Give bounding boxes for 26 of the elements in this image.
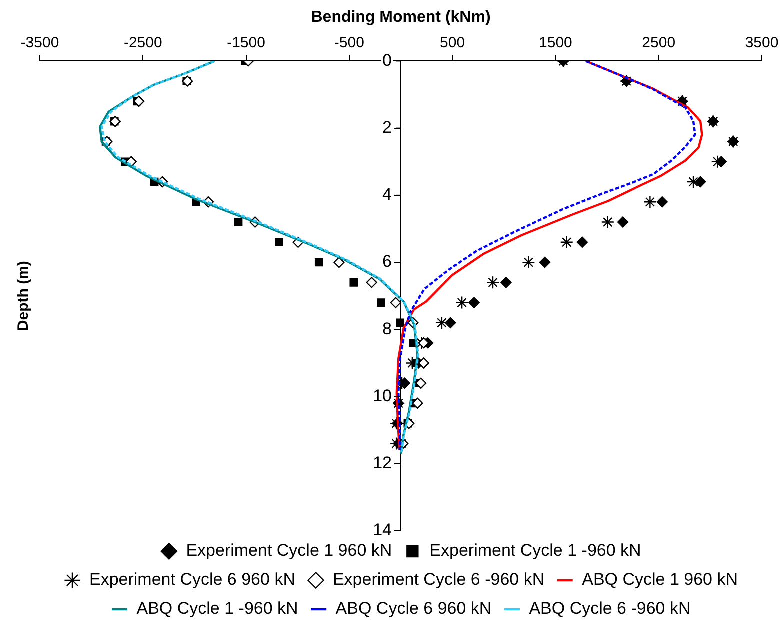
legend-label: ABQ Cycle 1 960 kN xyxy=(582,570,738,590)
legend-label: Experiment Cycle 1 960 kN xyxy=(186,541,392,560)
x-axis-title: Bending Moment (kNm) xyxy=(311,9,491,26)
y-tick-label: 10 xyxy=(373,386,392,406)
legend-label: ABQ Cycle 6 -960 kN xyxy=(529,599,691,618)
x-tick-label: 1500 xyxy=(539,34,572,52)
x-tick-label: 2500 xyxy=(642,34,676,52)
y-tick-label: 0 xyxy=(382,50,392,70)
x-tick-label: -500 xyxy=(334,34,364,52)
x-tick-label: -1500 xyxy=(227,34,266,52)
y-axis-title: Depth (m) xyxy=(15,261,32,332)
y-tick-label: 14 xyxy=(373,520,392,540)
legend-label: ABQ Cycle 1 -960 kN xyxy=(136,599,298,618)
y-tick-label: 12 xyxy=(373,454,392,473)
x-tick-label: 500 xyxy=(440,34,466,52)
legend-label: Experiment Cycle 6 960 kN xyxy=(89,570,296,590)
y-tick-label: 4 xyxy=(382,185,392,204)
y-tick-label: 6 xyxy=(382,252,392,272)
y-tick-label: 2 xyxy=(382,118,392,137)
x-tick-label: -2500 xyxy=(124,34,162,52)
legend-label: Experiment Cycle 1 -960 kN xyxy=(430,541,642,560)
legend-label: Experiment Cycle 6 -960 kN xyxy=(332,570,545,590)
x-tick-label: -3500 xyxy=(20,34,60,52)
y-tick-label: 8 xyxy=(382,319,392,338)
legend-label: ABQ Cycle 6 960 kN xyxy=(336,599,492,618)
x-tick-label: 3500 xyxy=(745,34,779,52)
